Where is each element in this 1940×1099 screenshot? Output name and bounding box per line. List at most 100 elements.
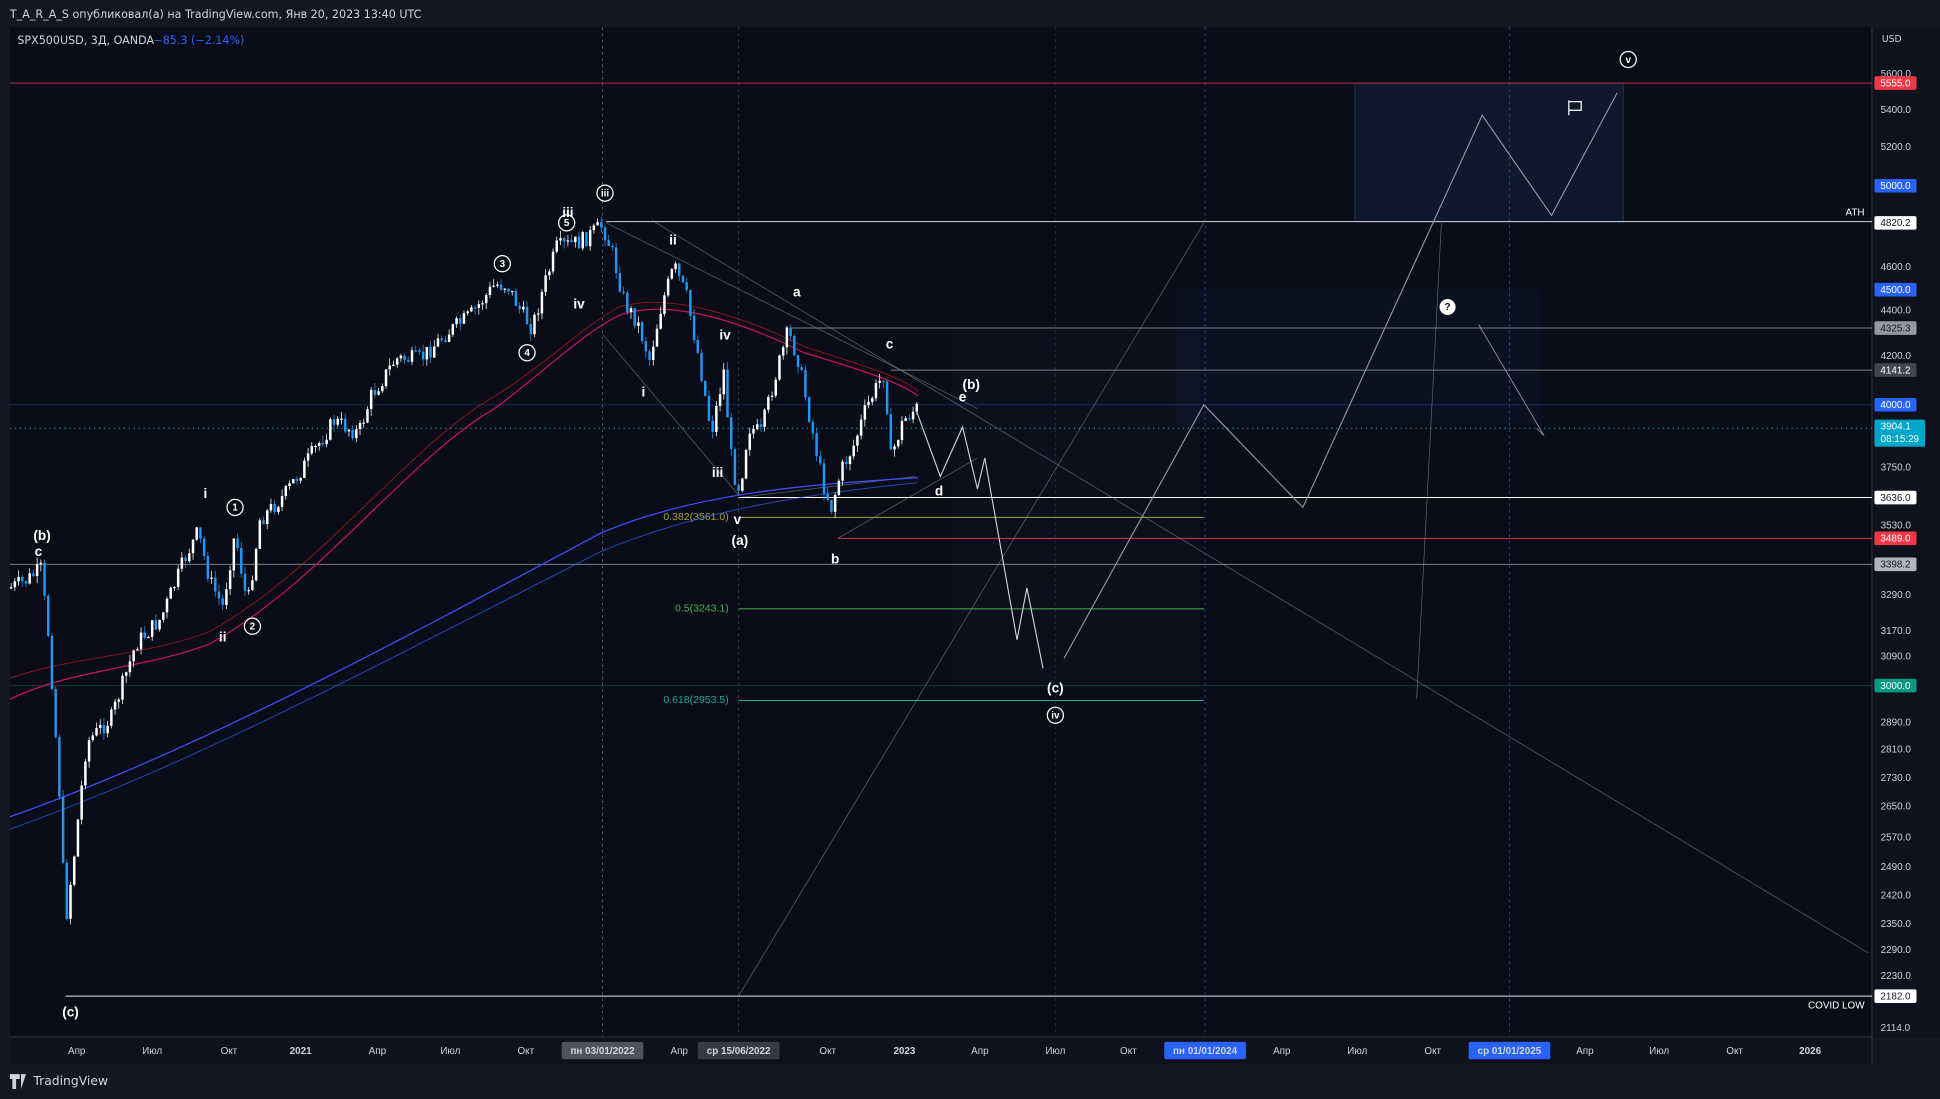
candle-body bbox=[596, 222, 599, 226]
candle-body bbox=[566, 240, 570, 242]
candle-body bbox=[217, 591, 221, 599]
time-tick: Окт bbox=[1424, 1046, 1441, 1057]
candle-body bbox=[69, 884, 72, 919]
candle-body bbox=[418, 350, 421, 352]
wave-circle bbox=[1619, 50, 1637, 69]
candle-body bbox=[826, 493, 829, 500]
wave-label: c bbox=[35, 544, 43, 559]
wave-label: iii bbox=[562, 205, 573, 220]
price-badge bbox=[1874, 557, 1917, 572]
candle-body bbox=[525, 306, 529, 325]
target-box bbox=[1354, 82, 1624, 223]
candle-body bbox=[841, 461, 844, 481]
candle-body bbox=[425, 347, 429, 360]
candle-body bbox=[121, 675, 124, 700]
wave-label: (c) bbox=[62, 1004, 79, 1019]
wave-circle bbox=[493, 255, 511, 273]
candle-body bbox=[440, 338, 443, 341]
candle-body bbox=[785, 327, 789, 348]
last-price: 3904.1 bbox=[1881, 422, 1912, 433]
candle-body bbox=[800, 367, 803, 371]
time-tick: Окт bbox=[221, 1046, 238, 1057]
candle-body bbox=[845, 461, 848, 465]
candle-body bbox=[577, 236, 581, 249]
candle-body bbox=[540, 291, 544, 314]
candle-body bbox=[403, 355, 406, 361]
candle-body bbox=[310, 446, 314, 454]
candle-body bbox=[655, 328, 659, 347]
date-badge bbox=[1468, 1041, 1551, 1060]
candle-body bbox=[600, 222, 603, 228]
candle-body bbox=[136, 649, 139, 651]
candle-body bbox=[288, 483, 291, 487]
candle-body bbox=[269, 504, 273, 511]
candle-body bbox=[755, 424, 759, 429]
time-tick: ср 15/06/2022 bbox=[707, 1046, 771, 1057]
candle-body bbox=[640, 322, 644, 342]
candle-body bbox=[848, 456, 852, 465]
price-badge-label: 3636.0 bbox=[1880, 493, 1911, 504]
price-tick: 2114.0 bbox=[1881, 1023, 1911, 1034]
wave-circle bbox=[518, 344, 536, 362]
candle-body bbox=[804, 370, 807, 398]
candle-body bbox=[863, 405, 867, 420]
candle-body bbox=[243, 573, 247, 591]
candle-body bbox=[262, 520, 265, 525]
wave-label: b bbox=[831, 552, 839, 567]
candle-body bbox=[915, 403, 919, 412]
candle-body bbox=[58, 737, 61, 797]
candle-body bbox=[355, 429, 358, 439]
candle-body bbox=[9, 587, 13, 589]
candle-body bbox=[143, 632, 146, 638]
candle-body bbox=[544, 275, 547, 292]
forecast-path bbox=[1416, 222, 1442, 700]
candle-body bbox=[336, 418, 340, 425]
price-tick: 3750.0 bbox=[1881, 462, 1912, 473]
candle-body bbox=[585, 232, 588, 247]
candle-body bbox=[17, 576, 20, 582]
candle-body bbox=[54, 689, 57, 738]
price-badge-label: 3398.2 bbox=[1880, 560, 1910, 571]
currency: USD bbox=[1882, 34, 1902, 45]
candle-body bbox=[429, 347, 432, 358]
time-tick: Окт bbox=[1120, 1046, 1137, 1057]
target-box bbox=[952, 328, 1201, 687]
candle-body bbox=[904, 418, 907, 421]
wave-label: 1 bbox=[232, 503, 238, 514]
candle-body bbox=[35, 564, 39, 577]
candle-body bbox=[856, 435, 859, 446]
candle-body bbox=[555, 240, 558, 252]
candle-body bbox=[529, 324, 533, 335]
candle-body bbox=[703, 380, 707, 396]
countdown: 08:15:29 bbox=[1881, 434, 1920, 445]
candle-body bbox=[28, 573, 31, 584]
wave-label: ? bbox=[1445, 302, 1451, 313]
moving-average bbox=[9, 482, 919, 830]
candle-body bbox=[559, 238, 562, 241]
candle-body bbox=[878, 380, 881, 383]
candle-body bbox=[72, 856, 76, 885]
candle-body bbox=[306, 453, 310, 461]
price-tick: 4600.0 bbox=[1881, 262, 1912, 273]
candle-body bbox=[50, 635, 54, 690]
price-badge bbox=[1874, 989, 1917, 1003]
price-badge-label: 3489.0 bbox=[1880, 534, 1911, 545]
candle-body bbox=[436, 338, 440, 347]
candle-body bbox=[807, 397, 811, 422]
forecast-path bbox=[915, 408, 1044, 669]
price-badge bbox=[1874, 178, 1917, 193]
candle-body bbox=[485, 294, 488, 304]
wave-label: iii bbox=[712, 465, 723, 480]
last-price-badge bbox=[1874, 419, 1926, 447]
price-tick: 2890.0 bbox=[1881, 717, 1912, 728]
candle-body bbox=[210, 577, 213, 579]
candle-body bbox=[737, 484, 740, 491]
candle-body bbox=[117, 699, 121, 702]
candle-body bbox=[822, 463, 826, 494]
candle-body bbox=[796, 355, 800, 368]
candle-body bbox=[570, 240, 573, 243]
candle-body bbox=[188, 553, 191, 562]
candle-body bbox=[325, 439, 328, 445]
candle-body bbox=[225, 589, 228, 605]
